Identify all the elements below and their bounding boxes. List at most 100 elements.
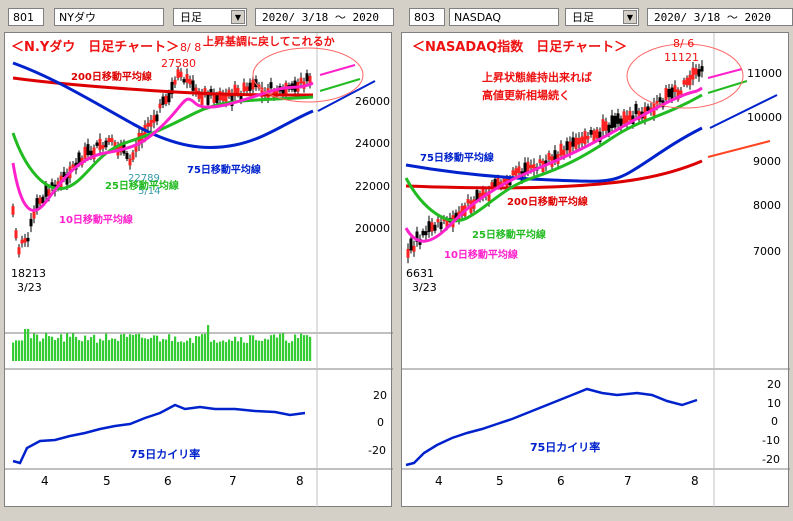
dow-ma10-label: 10日移動平均線	[59, 213, 133, 226]
volume-bar	[216, 342, 219, 361]
candle-body	[269, 82, 273, 89]
dow-period-select[interactable]: 日足 ▼	[173, 8, 247, 26]
nasdaq-price-tick-11000: 11000	[747, 67, 782, 80]
volume-bar	[87, 340, 90, 361]
volume-bar	[228, 339, 231, 361]
candle-body	[433, 224, 437, 231]
candle-body	[14, 230, 18, 239]
candle-body	[415, 231, 419, 242]
candle-body	[430, 222, 434, 232]
volume-bar	[288, 342, 291, 361]
candle-body	[412, 245, 416, 252]
volume-bar	[231, 340, 234, 361]
volume-bar	[177, 342, 180, 361]
nasdaq-ma200-label: 200日移動平均線	[507, 195, 588, 208]
volume-bar	[45, 333, 48, 361]
candle-body	[134, 143, 138, 152]
nasdaq-ma10-label: 10日移動平均線	[444, 248, 518, 261]
nasdaq-forecast-green	[707, 80, 748, 94]
volume-bar	[297, 338, 300, 361]
candle-body	[676, 89, 680, 100]
dow-name-field[interactable]: NYダウ	[54, 8, 164, 26]
dow-code-field[interactable]: 801	[8, 8, 44, 26]
volume-bar	[261, 340, 264, 361]
volume-bar	[240, 337, 243, 361]
dow-price-tick-26000: 26000	[355, 95, 390, 108]
nasdaq-comment-line1: 上昇状態維持出来れば	[482, 70, 592, 84]
nasdaq-ma10-line	[404, 86, 703, 243]
candle-body	[547, 152, 551, 160]
candle-body	[305, 73, 309, 82]
nasdaq-date-range[interactable]: 2020/ 3/18 ～ 2020	[647, 8, 793, 26]
candle-body	[664, 87, 668, 101]
volume-bar	[18, 340, 21, 361]
dow-dev-tick-0: 0	[377, 416, 384, 429]
candle-body	[625, 115, 629, 124]
volume-bar	[276, 337, 279, 361]
volume-bar	[60, 334, 63, 361]
candle-body	[526, 161, 530, 172]
candle-body	[679, 90, 683, 95]
candle-body	[215, 94, 219, 104]
candle-body	[424, 231, 428, 236]
candle-body	[107, 137, 111, 143]
candle-body	[475, 190, 479, 201]
candle-body	[89, 150, 93, 156]
volume-bar	[267, 339, 270, 361]
volume-bar	[270, 335, 273, 361]
dow-date-range[interactable]: 2020/ 3/18 ～ 2020	[255, 8, 394, 26]
candle-body	[191, 80, 195, 91]
nasdaq-ma75-line	[405, 126, 703, 183]
nasdaq-dev-tick-neg10: -10	[762, 434, 780, 447]
dow-mid-low-date: 5/14	[138, 186, 160, 197]
candle-body	[532, 164, 536, 172]
nasdaq-month-8: 8	[691, 474, 699, 488]
nasdaq-name-field[interactable]: NASDAQ	[449, 8, 559, 26]
candle-body	[583, 131, 587, 145]
candle-body	[233, 84, 237, 97]
candle-body	[26, 237, 30, 242]
candle-body	[466, 199, 470, 204]
candle-body	[152, 115, 156, 123]
dow-forecast-blue	[317, 80, 376, 112]
candle-body	[406, 248, 410, 258]
candle-body	[38, 197, 42, 204]
nasdaq-code-field[interactable]: 803	[409, 8, 445, 26]
candle-body	[673, 85, 677, 93]
candle-body	[245, 86, 249, 92]
nasdaq-forecast-pink	[707, 68, 743, 79]
nasdaq-period-select[interactable]: 日足 ▼	[565, 8, 639, 26]
candle-body	[694, 68, 698, 75]
candle-body	[502, 178, 506, 183]
candle-body	[427, 221, 431, 233]
candle-body	[409, 238, 413, 251]
nasdaq-forecast-red	[707, 140, 771, 158]
candle-body	[158, 103, 162, 109]
candle-body	[565, 141, 569, 151]
volume-bar	[63, 341, 66, 361]
volume-bar	[306, 335, 309, 361]
candle-body	[610, 115, 614, 129]
nasdaq-forecast-blue	[709, 94, 778, 129]
candle-body	[254, 79, 258, 88]
candle-body	[619, 118, 623, 129]
volume-bar	[171, 341, 174, 361]
volume-bar	[204, 333, 207, 361]
candle-body	[161, 96, 165, 105]
candle-body	[47, 189, 51, 197]
volume-bar	[189, 337, 192, 361]
candle-body	[490, 182, 494, 188]
volume-bar	[153, 335, 156, 361]
chevron-down-icon[interactable]: ▼	[623, 10, 637, 24]
candle-body	[101, 145, 105, 149]
dow-forecast-pink	[319, 64, 356, 76]
dow-price-tick-20000: 20000	[355, 222, 390, 235]
volume-bar	[249, 335, 252, 361]
candle-body	[251, 79, 255, 90]
nasdaq-toolbar: 803 NASDAQ 日足 ▼ 2020/ 3/18 ～ 2020	[397, 0, 793, 30]
chevron-down-icon[interactable]: ▼	[231, 10, 245, 24]
volume-bar	[78, 340, 81, 361]
candle-body	[125, 152, 129, 160]
volume-bar	[141, 337, 144, 361]
candle-body	[604, 121, 608, 131]
